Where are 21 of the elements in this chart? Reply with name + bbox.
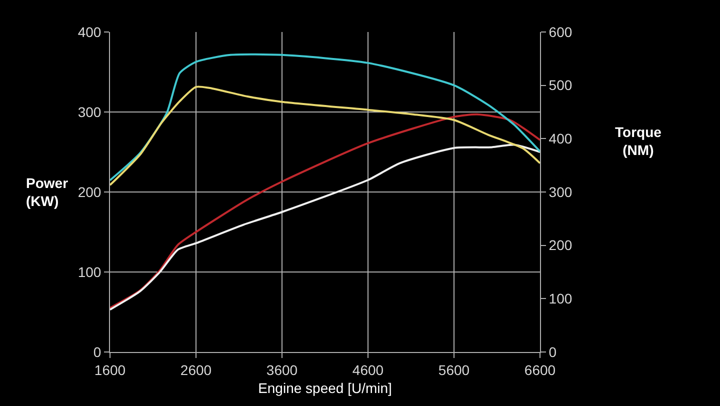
x-axis-title: Engine speed [U/min] [258,380,392,396]
y2-tick-label: 100 [548,290,572,307]
x-tick-label: 3600 [266,362,298,378]
y-tick-label: 200 [78,184,102,200]
y2-tick-label: 500 [548,77,572,94]
y-tick-label: 0 [93,344,102,360]
y-tick-label: 400 [78,24,102,40]
x-tick-label: 6600 [524,362,556,378]
y2-tick-label: 400 [548,130,572,147]
x-tick-label: 1600 [94,362,126,378]
y2-tick-label: 300 [548,184,572,200]
x-tick-label: 2600 [180,362,212,378]
x-tick-label: 4600 [352,362,384,378]
y-axis-title: Power (KW) [26,175,69,210]
y-tick-label: 300 [78,104,102,120]
y2-tick-label: 200 [548,237,572,254]
y2-axis-title: Torque (NM) [615,124,662,158]
x-tick-label: 5600 [438,362,470,378]
y2-tick-label: 0 [548,344,557,360]
y2-tick-label: 600 [548,24,572,40]
y-tick-label: 100 [78,264,102,280]
